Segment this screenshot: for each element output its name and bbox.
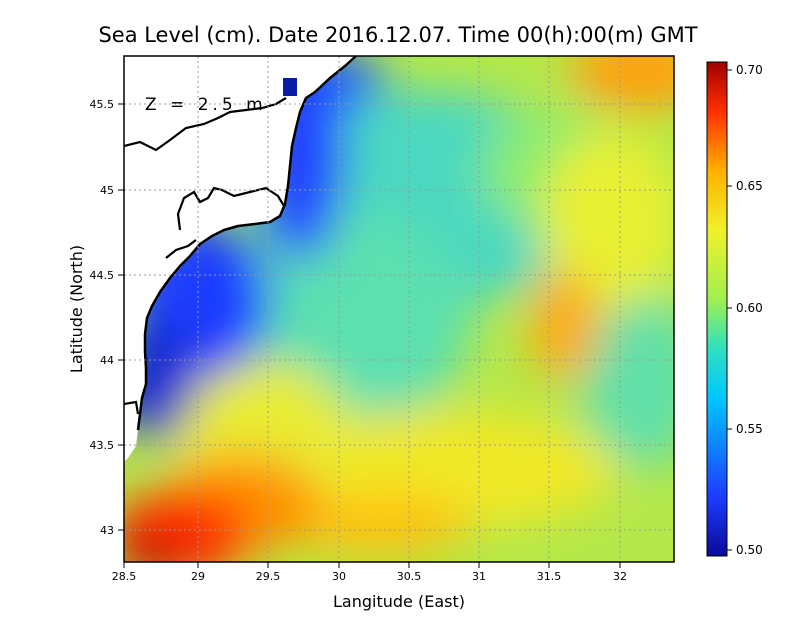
colorbar-tick-label: 0.50 [736, 543, 763, 557]
inland-outline [165, 239, 197, 259]
y-axis-title: Latitude (North) [67, 245, 86, 373]
inland-outline [124, 97, 287, 152]
plot-frame [123, 55, 675, 563]
y-tick-label: 44 [100, 354, 114, 367]
land-mass [124, 56, 356, 462]
colorbar-tick-label: 0.60 [736, 301, 763, 315]
inland-outline [124, 400, 140, 415]
y-tick-label: 44.5 [90, 269, 115, 282]
coastline [136, 56, 357, 431]
colorbar-gradient [706, 61, 728, 557]
colorbar: 0.50 0.55 0.60 0.65 0.70 [706, 61, 763, 557]
y-tick-label: 43.5 [90, 439, 115, 452]
grid [124, 56, 674, 562]
colorbar-tick-label: 0.70 [736, 63, 763, 77]
x-tick-label: 31.5 [537, 570, 562, 583]
x-tick-label: 28.5 [112, 570, 137, 583]
x-tick-label: 30 [332, 570, 346, 583]
y-axis: 43 43.5 44 44.5 45 45.5 [90, 98, 124, 537]
x-axis: 28.5 29 29.5 30 30.5 31 31.5 32 [112, 562, 627, 583]
x-axis-title: Langitude (East) [333, 592, 465, 611]
inland-outline [176, 186, 285, 231]
x-tick-label: 29 [191, 570, 205, 583]
colorbar-tick-label: 0.55 [736, 422, 763, 436]
y-tick-label: 43 [100, 524, 114, 537]
sea-level-field [124, 56, 674, 562]
y-tick-label: 45 [100, 184, 114, 197]
y-tick-label: 45.5 [90, 98, 115, 111]
x-tick-label: 30.5 [397, 570, 422, 583]
x-tick-label: 29.5 [256, 570, 281, 583]
x-tick-label: 32 [613, 570, 627, 583]
depth-label: Z = 2.5 m [145, 95, 267, 115]
coastal-patch [283, 78, 297, 96]
colorbar-tick-label: 0.65 [736, 179, 763, 193]
map-title: Sea Level (cm). Date 2016.12.07. Time 00… [98, 23, 697, 47]
x-tick-label: 31 [472, 570, 486, 583]
